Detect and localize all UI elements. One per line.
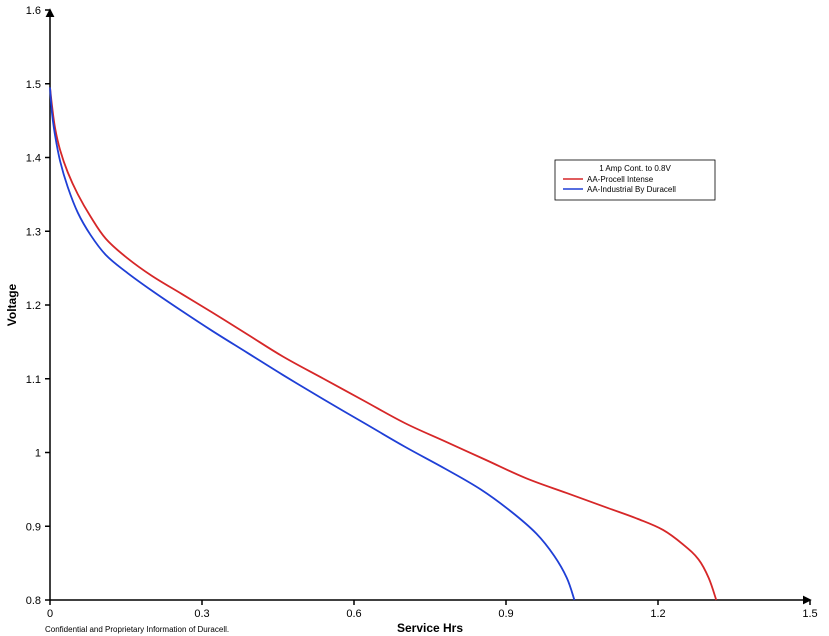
x-tick-label: 0.9 bbox=[498, 608, 513, 620]
chart-container: 0 0.3 0.6 0.9 1.2 1.5 0.8 0.9 1 1.1 1.2 1.3 1.4 1.5 1.… bbox=[0, 0, 829, 636]
y-axis-label: Voltage bbox=[5, 283, 19, 326]
x-axis-label: Service Hrs bbox=[397, 621, 463, 635]
y-tick-label: 1.6 bbox=[26, 5, 41, 17]
y-tick-label: 0.9 bbox=[26, 521, 41, 533]
y-tick-label: 1.2 bbox=[26, 300, 41, 312]
y-tick-label: 1 bbox=[35, 448, 41, 460]
legend-item-label: AA-Industrial By Duracell bbox=[587, 185, 676, 194]
x-tick-label: 0.3 bbox=[194, 608, 209, 620]
legend-title: 1 Amp Cont. to 0.8V bbox=[599, 164, 671, 173]
chart-svg: 0 0.3 0.6 0.9 1.2 1.5 0.8 0.9 1 1.1 1.2 1.3 1.4 1.5 1.… bbox=[0, 0, 829, 636]
y-tick-label: 1.1 bbox=[26, 374, 41, 386]
x-tick-label: 1.2 bbox=[650, 608, 665, 620]
y-tick-label: 1.4 bbox=[26, 153, 41, 165]
y-tick-label: 1.5 bbox=[26, 79, 41, 91]
x-tick-label: 1.5 bbox=[802, 608, 817, 620]
series-line bbox=[50, 87, 574, 600]
x-tick-label: 0.6 bbox=[346, 608, 361, 620]
y-tick-label: 0.8 bbox=[26, 595, 41, 607]
legend-item-label: AA-Procell Intense bbox=[587, 175, 654, 184]
x-tick-label: 0 bbox=[47, 608, 53, 620]
y-tick-label: 1.3 bbox=[26, 226, 41, 238]
footer-text: Confidential and Proprietary Information… bbox=[45, 625, 229, 634]
